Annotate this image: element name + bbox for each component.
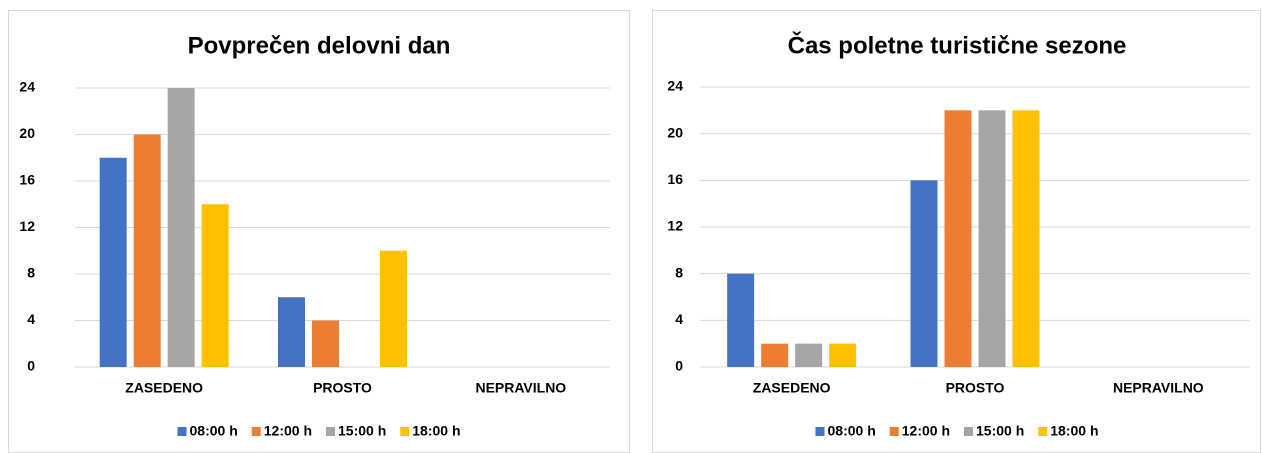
y-tick-label: 24 <box>667 78 683 94</box>
legend-swatch <box>177 427 187 436</box>
legend-label: 12:00 h <box>902 423 950 439</box>
x-tick-label: NEPRAVILNO <box>475 380 566 396</box>
y-tick-label: 12 <box>667 218 683 234</box>
y-tick-label: 4 <box>675 311 683 327</box>
legend-label: 15:00 h <box>338 423 386 439</box>
legend-swatch <box>815 427 825 436</box>
bar <box>380 250 407 367</box>
x-tick-label: PROSTO <box>313 380 372 396</box>
bar <box>201 204 229 367</box>
legend-swatch <box>889 427 899 436</box>
y-tick-label: 0 <box>27 358 35 374</box>
legend-label: 08:00 h <box>190 423 238 439</box>
bar <box>99 157 127 367</box>
legend-swatch <box>964 427 973 436</box>
legend-label: 18:00 h <box>1050 423 1098 439</box>
y-tick-label: 8 <box>27 265 35 281</box>
x-tick-label: ZASEDENO <box>753 380 831 396</box>
legend-label: 08:00 h <box>828 423 876 439</box>
bar <box>312 320 339 367</box>
bar <box>910 180 938 367</box>
y-tick-label: 12 <box>19 218 35 234</box>
legend-label: 12:00 h <box>264 423 312 439</box>
y-tick-label: 16 <box>667 171 683 187</box>
bar <box>829 343 857 367</box>
y-tick-label: 20 <box>667 124 683 140</box>
bar <box>1012 110 1040 367</box>
x-tick-label: PROSTO <box>946 380 1005 396</box>
legend-swatch <box>1038 427 1048 436</box>
y-tick-label: 16 <box>19 172 35 188</box>
y-tick-label: 0 <box>675 358 683 374</box>
legend-swatch <box>326 427 335 436</box>
legend-label: 15:00 h <box>976 423 1024 439</box>
bar <box>761 343 789 367</box>
bar <box>727 273 755 367</box>
bar <box>795 343 823 367</box>
y-tick-label: 8 <box>675 264 683 280</box>
y-tick-label: 24 <box>19 79 35 95</box>
legend-swatch <box>251 427 261 436</box>
bar <box>278 297 305 367</box>
y-tick-label: 20 <box>19 125 35 141</box>
x-tick-label: NEPRAVILNO <box>1113 380 1204 396</box>
chart-title: Čas poletne turistične sezone <box>788 31 1127 59</box>
bar <box>167 88 195 367</box>
y-tick-label: 4 <box>27 311 35 327</box>
legend-label: 18:00 h <box>412 423 460 439</box>
bar <box>133 134 161 367</box>
legend-swatch <box>400 427 410 436</box>
chart-title: Povprečen delovni dan <box>188 32 451 59</box>
bar <box>978 110 1006 367</box>
bar <box>944 110 972 367</box>
x-tick-label: ZASEDENO <box>125 380 203 396</box>
